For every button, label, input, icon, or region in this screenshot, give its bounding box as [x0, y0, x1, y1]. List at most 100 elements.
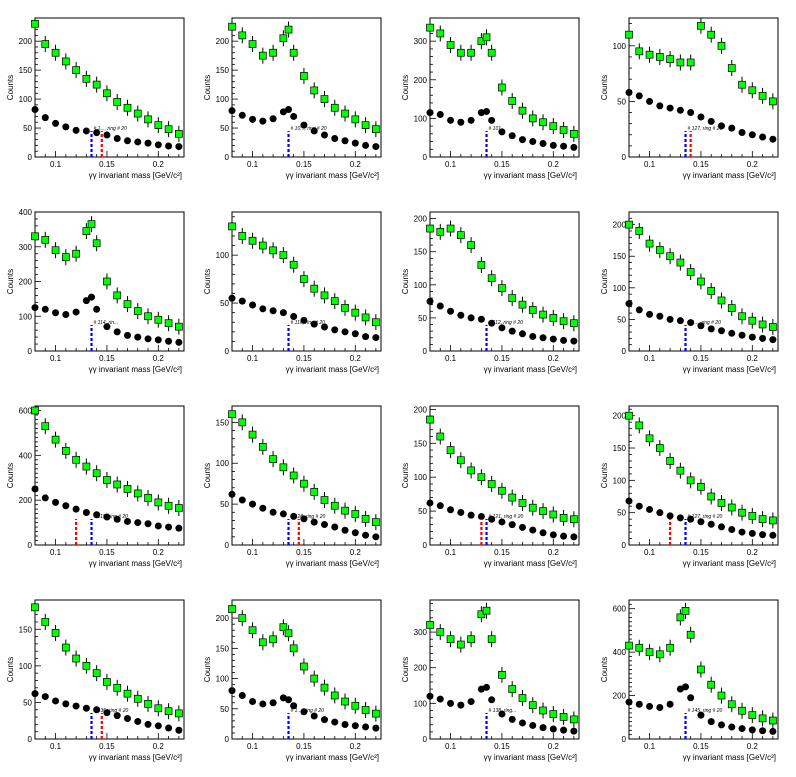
- black-point: [635, 306, 643, 314]
- green-point: [498, 284, 506, 292]
- x-tick-label: 0.15: [693, 354, 709, 363]
- black-point: [362, 531, 370, 539]
- chart-panel-2: 0 50 100 150 200 0.1 0.15 0.2 Counts γγ invariant…: [203, 17, 382, 180]
- series-green: [625, 216, 777, 335]
- annotation-label: # 1..., ring # 20: [94, 126, 128, 132]
- green-point: [248, 430, 257, 439]
- plot-frame: [429, 211, 580, 352]
- black-point: [285, 696, 293, 704]
- annotation-label: # 101...: [489, 126, 506, 132]
- y-tick-label: 400: [19, 451, 33, 460]
- green-point: [82, 227, 91, 235]
- black-point: [175, 143, 183, 151]
- black-point: [635, 700, 643, 708]
- annotation-label: # 116, ring # 20: [291, 320, 326, 326]
- black-point: [72, 126, 80, 134]
- green-point: [51, 629, 60, 637]
- black-point: [560, 142, 568, 150]
- green-point: [559, 713, 568, 721]
- series-green: [426, 220, 578, 332]
- green-point: [320, 683, 329, 692]
- x-tick-label: 0.1: [247, 742, 259, 751]
- x-tick-label: 0.2: [350, 354, 362, 363]
- x-tick-label: 0.1: [644, 548, 656, 557]
- green-point: [82, 74, 91, 83]
- green-point: [372, 518, 380, 526]
- black-point: [82, 127, 90, 135]
- green-point: [676, 58, 685, 67]
- y-tick-label: 200: [19, 278, 33, 287]
- green-point: [154, 498, 163, 507]
- x-tick-label: 0.2: [548, 354, 560, 363]
- green-point: [498, 486, 506, 495]
- green-point: [113, 480, 122, 489]
- y-tick-label: 0: [423, 541, 428, 550]
- green-point: [738, 80, 746, 89]
- black-point: [676, 317, 684, 325]
- green-point: [284, 25, 293, 34]
- green-point: [436, 432, 445, 441]
- green-point: [92, 669, 101, 678]
- x-tick-label: 0.2: [350, 742, 362, 751]
- x-tick-label: 0.2: [153, 354, 165, 363]
- green-point: [61, 446, 70, 455]
- black-point: [72, 702, 80, 710]
- annotation-label: # 136, ring # 20: [94, 708, 129, 714]
- black-point: [82, 704, 90, 712]
- green-point: [144, 115, 152, 124]
- plot-frame: [34, 405, 185, 546]
- plot-frame: [231, 17, 382, 158]
- green-point: [61, 643, 70, 652]
- green-point: [238, 418, 247, 427]
- green-point: [310, 86, 319, 95]
- y-tick-label: 100: [414, 699, 428, 708]
- black-point: [498, 128, 506, 136]
- y-axis-label: Counts: [203, 75, 212, 100]
- black-point: [436, 111, 444, 119]
- x-axis-label: γγ invariant mass [GeV/c²]: [89, 365, 182, 374]
- series-green: [426, 602, 578, 728]
- black-point: [269, 508, 277, 516]
- green-point: [549, 710, 558, 718]
- green-point: [717, 499, 726, 507]
- black-point: [508, 521, 516, 529]
- series-black: [625, 683, 777, 735]
- x-axis-label: γγ invariant mass [GeV/c²]: [484, 365, 577, 374]
- green-point: [635, 643, 644, 652]
- plot-frame: [429, 599, 580, 740]
- x-axis-label: γγ invariant mass [GeV/c²]: [683, 559, 776, 568]
- series-black: [625, 497, 777, 539]
- green-point: [92, 80, 101, 89]
- green-point: [539, 507, 547, 515]
- green-point: [300, 479, 308, 488]
- green-point: [372, 318, 380, 327]
- annotation-label: # 114, rin...: [94, 320, 119, 326]
- green-point: [707, 680, 716, 689]
- green-point: [769, 97, 777, 106]
- green-point: [175, 129, 183, 138]
- black-point: [697, 113, 705, 121]
- green-point: [330, 103, 339, 112]
- y-tick-label: 50: [220, 124, 229, 133]
- black-point: [436, 302, 444, 310]
- green-point: [758, 320, 767, 329]
- x-tick-label: 0.15: [296, 160, 312, 169]
- black-point: [697, 711, 705, 719]
- green-point: [341, 506, 349, 515]
- x-tick-label: 0.2: [747, 354, 759, 363]
- green-point: [133, 694, 142, 703]
- y-axis-label: Counts: [600, 657, 609, 682]
- x-axis-label: γγ invariant mass [GeV/c²]: [286, 753, 379, 762]
- chart-panel-11: 0 50 100 150 200 0.1 0.15 0.2 Counts γγ invariant…: [401, 405, 580, 568]
- y-axis-label: Counts: [401, 657, 410, 682]
- black-point: [635, 92, 643, 100]
- black-point: [426, 692, 434, 700]
- black-point: [666, 315, 674, 323]
- black-point: [625, 698, 633, 706]
- black-point: [625, 497, 633, 505]
- y-axis-label: Counts: [203, 463, 212, 488]
- series-black: [426, 683, 578, 735]
- black-point: [93, 129, 101, 137]
- green-point: [248, 236, 257, 245]
- black-point: [249, 698, 257, 706]
